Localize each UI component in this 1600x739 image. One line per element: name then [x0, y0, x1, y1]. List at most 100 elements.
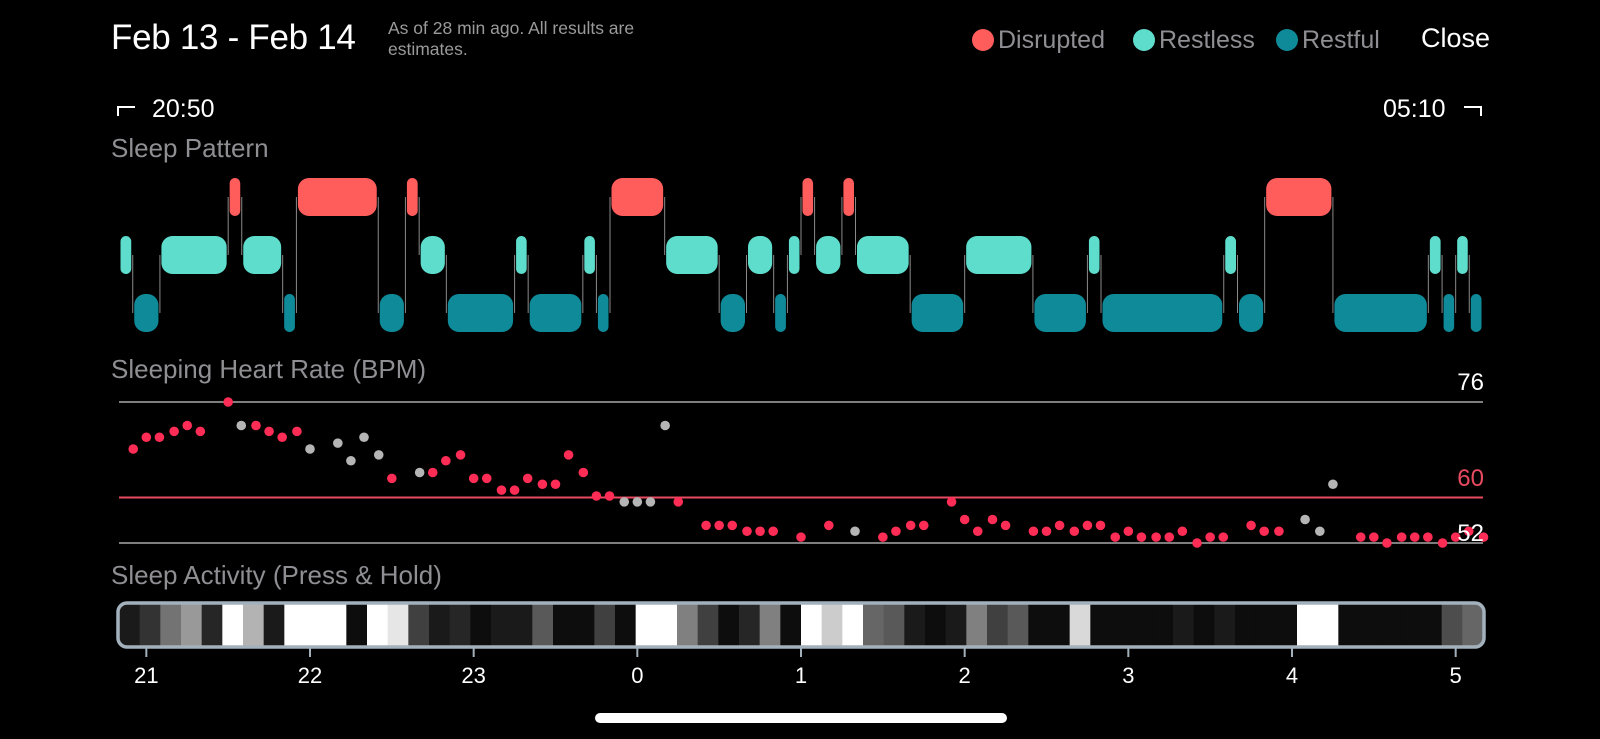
activity-cell [1276, 604, 1298, 646]
hr-point [768, 526, 778, 537]
hr-point [441, 455, 451, 466]
hr-point [1177, 526, 1188, 537]
hr-point [1205, 532, 1215, 542]
pattern-segment-restful [134, 294, 159, 332]
hr-point [1192, 538, 1202, 548]
hr-point [141, 432, 152, 443]
activity-cell [635, 604, 657, 646]
pattern-segment-restless [788, 236, 800, 274]
legend-restful: Restful [1276, 26, 1380, 54]
axis-tick-label: 22 [298, 663, 322, 688]
activity-cell [1359, 604, 1381, 646]
activity-cell [863, 604, 885, 646]
time-axis: 21 22 23 0 1 2 3 4 5 [134, 646, 1462, 688]
hr-point [1164, 532, 1175, 542]
hr-point [373, 450, 384, 460]
axis-tick-label: 2 [959, 663, 971, 688]
hr-point [195, 426, 206, 437]
hr-point [591, 491, 602, 501]
pattern-segment-restless [1088, 236, 1100, 274]
hr-point [1437, 538, 1448, 548]
activity-cell [263, 604, 285, 646]
activity-cell [677, 604, 699, 646]
hr-point [1000, 520, 1011, 531]
date-range-title: Feb 13 - Feb 14 [111, 18, 356, 57]
pattern-segment-restful [1034, 294, 1086, 332]
hr-min-label: 52 [1457, 520, 1484, 547]
sleep-activity-strip[interactable] [116, 601, 1486, 649]
pattern-segment-restful [911, 294, 964, 332]
activity-cell [429, 604, 451, 646]
hr-point [128, 444, 139, 454]
hr-point [1041, 526, 1052, 537]
activity-cell [1400, 604, 1422, 646]
pattern-segment-restful [1443, 294, 1455, 332]
hr-point [987, 514, 998, 525]
hr-point [850, 526, 860, 537]
hr-point [1274, 526, 1284, 537]
activity-cell [1007, 604, 1029, 646]
activity-cell [367, 604, 389, 646]
hr-avg-label: 60 [1457, 465, 1484, 492]
disrupted-dot-icon [972, 29, 994, 51]
restful-dot-icon [1276, 29, 1298, 51]
pattern-segment-restful [1334, 294, 1427, 332]
hr-point [619, 497, 630, 507]
hr-point [154, 432, 165, 443]
legend-restless-label: Restless [1159, 25, 1255, 54]
activity-cell [718, 604, 740, 646]
hr-point [796, 532, 806, 542]
hr-point [1328, 479, 1338, 490]
activity-cell [325, 604, 347, 646]
activity-cell [408, 604, 430, 646]
pattern-segment-restless [161, 236, 227, 274]
activity-cell [1028, 604, 1050, 646]
hr-point [824, 520, 834, 531]
activity-cell [222, 604, 244, 646]
sleep-pattern-label: Sleep Pattern [111, 133, 269, 163]
activity-cell [139, 604, 161, 646]
axis-tick-label: 0 [631, 663, 643, 688]
pattern-segment-restless [243, 236, 282, 274]
hr-point [1409, 532, 1420, 542]
pattern-segment-restful [529, 294, 582, 332]
hr-point [1478, 532, 1489, 542]
pattern-segment-restful [1102, 294, 1223, 332]
activity-cell [1131, 604, 1153, 646]
heart-rate-chart: 76 60 52 [119, 369, 1489, 548]
hr-point [537, 479, 548, 490]
hr-point [387, 473, 397, 484]
hr-point [481, 473, 492, 484]
hr-point [1151, 532, 1161, 542]
hr-point [905, 520, 916, 531]
hr-point [1259, 526, 1269, 537]
activity-cell [284, 604, 306, 646]
pattern-segment-restless [747, 236, 773, 274]
legend-disrupted-label: Disrupted [998, 25, 1105, 54]
pattern-segment-restless [1225, 236, 1236, 274]
hr-point [1423, 532, 1433, 542]
activity-cell [1111, 604, 1133, 646]
pattern-segment-disrupted [229, 178, 241, 216]
start-time: 20:50 [152, 95, 215, 123]
activity-cell [1338, 604, 1360, 646]
activity-cell [801, 604, 823, 646]
pattern-segment-restful [775, 294, 786, 332]
activity-cell [987, 604, 1009, 646]
hr-point [236, 420, 247, 431]
activity-cell [945, 604, 967, 646]
home-indicator[interactable] [595, 713, 1007, 723]
activity-cell [1152, 604, 1174, 646]
hr-point [563, 450, 574, 460]
pattern-segment-restless [1429, 236, 1441, 274]
close-button[interactable]: Close [1420, 23, 1490, 53]
pattern-segment-restless [816, 236, 841, 274]
legend-restless: Restless [1133, 26, 1255, 54]
axis-tick-label: 1 [795, 663, 807, 688]
axis-tick-label: 5 [1450, 663, 1462, 688]
axis-tick-label: 4 [1286, 663, 1298, 688]
hr-point [972, 526, 983, 537]
hr-point [509, 485, 520, 495]
activity-cell [160, 604, 182, 646]
hr-point [1136, 532, 1147, 542]
